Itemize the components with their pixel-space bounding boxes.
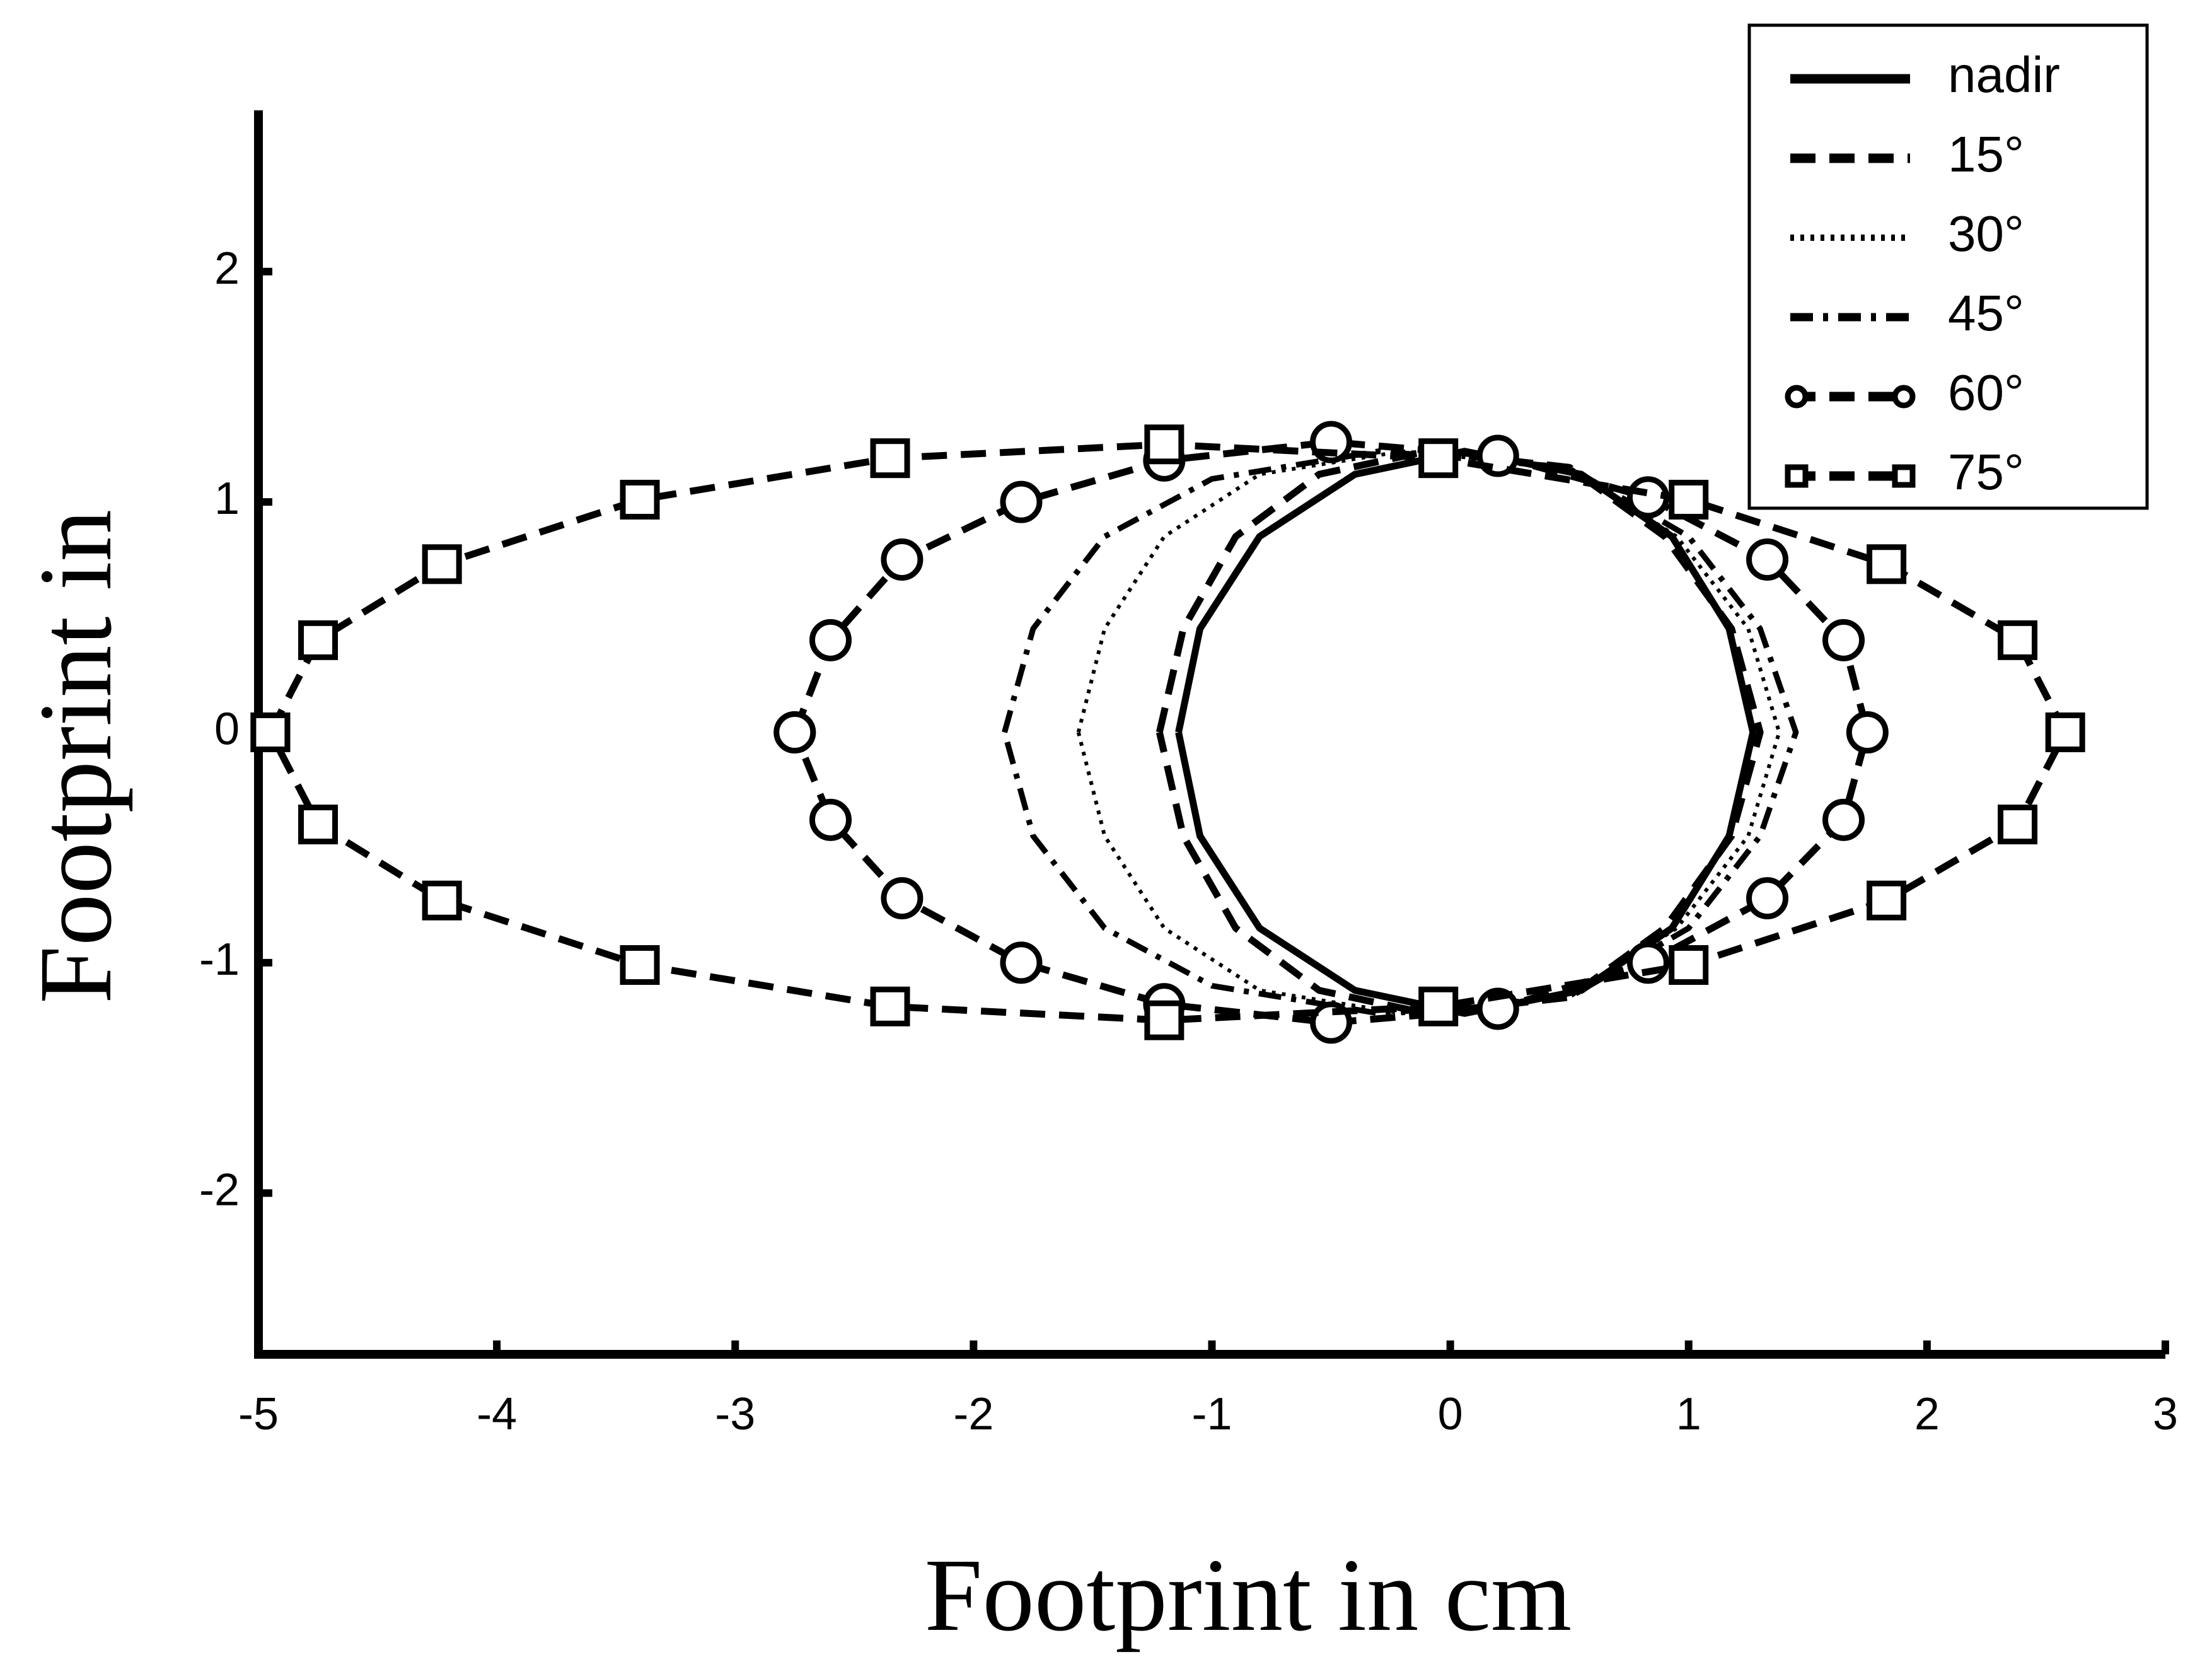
marker [1892,385,1916,409]
legend-label: 30° [1948,206,2024,262]
legend-label: 75° [1948,444,2024,500]
marker [1822,619,1865,661]
y-tick-label: 0 [214,704,240,755]
y-tick-label: -2 [199,1165,240,1215]
marker [870,438,910,479]
marker [1785,464,1809,488]
marker [881,877,924,920]
legend-label: 15° [1948,126,2024,182]
marker [1892,464,1916,488]
marker [620,479,660,520]
series-line [1155,448,1764,1017]
marker [881,538,924,581]
marker [1000,480,1043,523]
marker [1785,385,1809,409]
marker [1144,424,1184,465]
marker [1822,798,1865,841]
marker [1000,941,1043,984]
series-line [1175,448,1757,1017]
marker [809,798,852,841]
x-tick-label: -4 [477,1389,517,1439]
legend-label: 45° [1948,285,2024,341]
y-axis-label: Footprint in [18,509,133,1004]
marker [298,620,339,660]
x-tick-label: 3 [2153,1389,2178,1439]
marker [422,544,462,584]
y-tick-label: 2 [214,243,240,294]
marker [1418,438,1459,479]
x-tick-label: -1 [1191,1389,1232,1439]
marker [773,711,816,753]
x-tick-label: 0 [1438,1389,1463,1439]
marker [2045,712,2085,752]
marker [1998,620,2038,660]
x-tick-label: 1 [1676,1389,1701,1439]
series-line [1076,449,1781,1016]
y-tick-label: 1 [214,474,240,524]
y-tick-label: -1 [199,934,240,985]
marker [1867,880,1907,921]
marker [1846,711,1889,753]
x-tick-label: -3 [715,1389,755,1439]
legend-label: 60° [1948,364,2024,421]
marker [1746,877,1789,920]
x-tick-label: 2 [1914,1389,1940,1439]
marker [250,712,291,752]
marker [1144,1000,1184,1040]
marker [1626,941,1669,984]
marker [809,619,852,661]
x-axis-label: Footprint in cm [925,1537,1572,1653]
marker [1998,805,2038,845]
marker [1746,538,1789,581]
legend-box [1747,23,2149,510]
marker [620,945,660,985]
x-tick-label: -2 [953,1389,993,1439]
marker [1418,986,1459,1026]
marker [298,805,339,845]
marker [422,880,462,921]
marker [870,986,910,1026]
marker [1669,945,1709,985]
legend-label: nadir [1948,47,2060,103]
series-line [1002,448,1799,1016]
marker [1669,479,1709,520]
marker [1867,544,1907,584]
x-tick-label: -5 [238,1389,279,1439]
series-line [791,438,1871,1026]
